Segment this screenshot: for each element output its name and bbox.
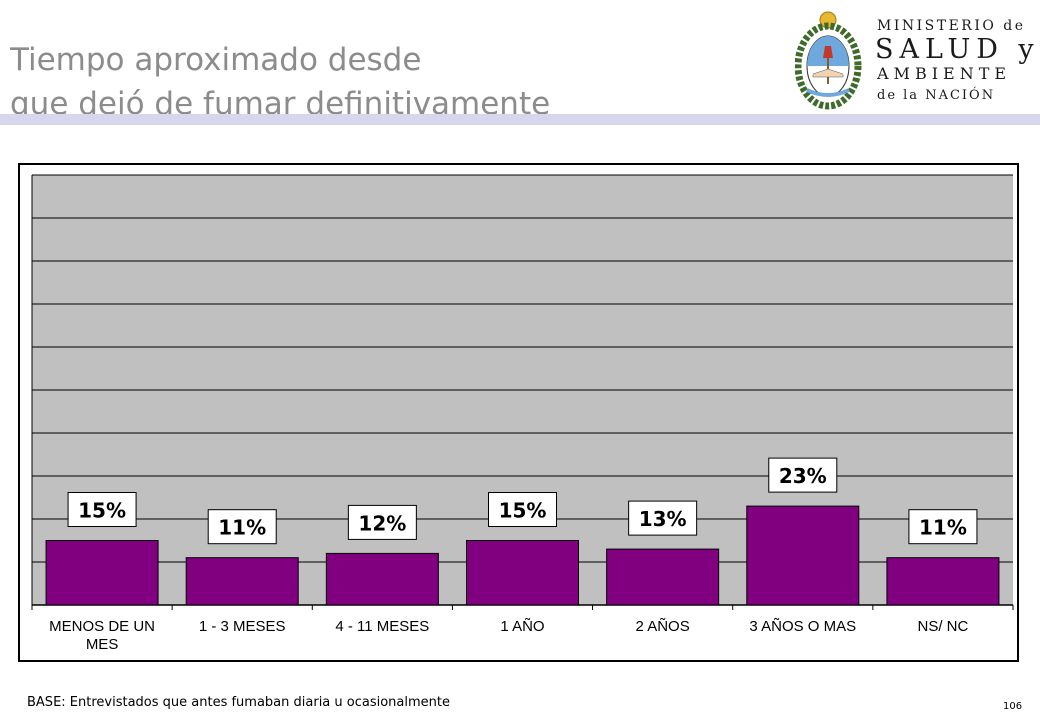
data-label-text: 13% (639, 507, 687, 531)
bar (606, 548, 720, 606)
data-label: 12% (347, 504, 417, 540)
data-label: 11% (207, 509, 277, 545)
x-tick-label: 1 AÑO (500, 618, 544, 635)
data-label: 13% (628, 500, 698, 536)
logo-line-1: MINISTERIO de (877, 18, 1026, 34)
page-number: 106 (1003, 701, 1023, 712)
data-label-text: 11% (218, 516, 266, 540)
bar (886, 557, 1000, 606)
logo-line-2: SALUD y (875, 34, 1040, 65)
bar (746, 505, 860, 606)
data-label-box (488, 492, 557, 527)
data-label-box (768, 457, 838, 493)
base-footnote: BASE: Entrevistados que antes fumaban di… (27, 695, 450, 710)
data-label-box (67, 492, 137, 527)
coat-of-arms-icon: MINISTERIO de SALUD y AMBIENTE de la NAC… (794, 11, 1040, 110)
x-tick-label: NS/ NC (918, 618, 969, 635)
data-label-box (347, 504, 417, 540)
chart-frame: 15% 11% 12% 15% 13% 23% 11% MENOS DE UN MES 1 - … (18, 163, 1019, 662)
data-label: 15% (488, 492, 557, 527)
bar (185, 557, 299, 606)
x-tick-label: MENOS DE UN MES (49, 618, 155, 653)
data-label-text: 12% (358, 511, 406, 535)
bar (325, 552, 439, 606)
ministry-logo: MINISTERIO de SALUD y AMBIENTE de la NAC… (794, 6, 1040, 110)
x-tick-label: 3 AÑOS O MAS (749, 618, 856, 635)
data-label-box (908, 509, 978, 545)
bar-chart: 15% 11% 12% 15% 13% 23% 11% MENOS DE UN MES 1 - … (31, 174, 1014, 653)
bar (45, 540, 159, 606)
logo-line-4: de la NACIÓN (877, 86, 995, 103)
logo-line-3: AMBIENTE (876, 64, 1011, 83)
bar (466, 540, 579, 606)
x-tick-label: 4 - 11 MESES (335, 618, 429, 635)
data-label-text: 15% (78, 499, 126, 523)
data-label-text: 23% (779, 464, 827, 488)
data-label-text: 11% (919, 516, 967, 540)
title-line-1: Tiempo aproximado desde (10, 42, 422, 78)
data-label: 15% (67, 492, 137, 527)
data-label-box (207, 509, 277, 545)
x-tick-label: 2 AÑOS (636, 618, 690, 635)
x-tick-label: 1 - 3 MESES (199, 618, 286, 635)
data-label-box (628, 500, 698, 536)
data-label: 23% (768, 457, 838, 493)
data-label: 11% (908, 509, 978, 545)
data-label-text: 15% (499, 499, 547, 523)
title-underline-band (0, 114, 1040, 125)
slide-title: Tiempo aproximado desde que dejó de fuma… (10, 38, 630, 120)
